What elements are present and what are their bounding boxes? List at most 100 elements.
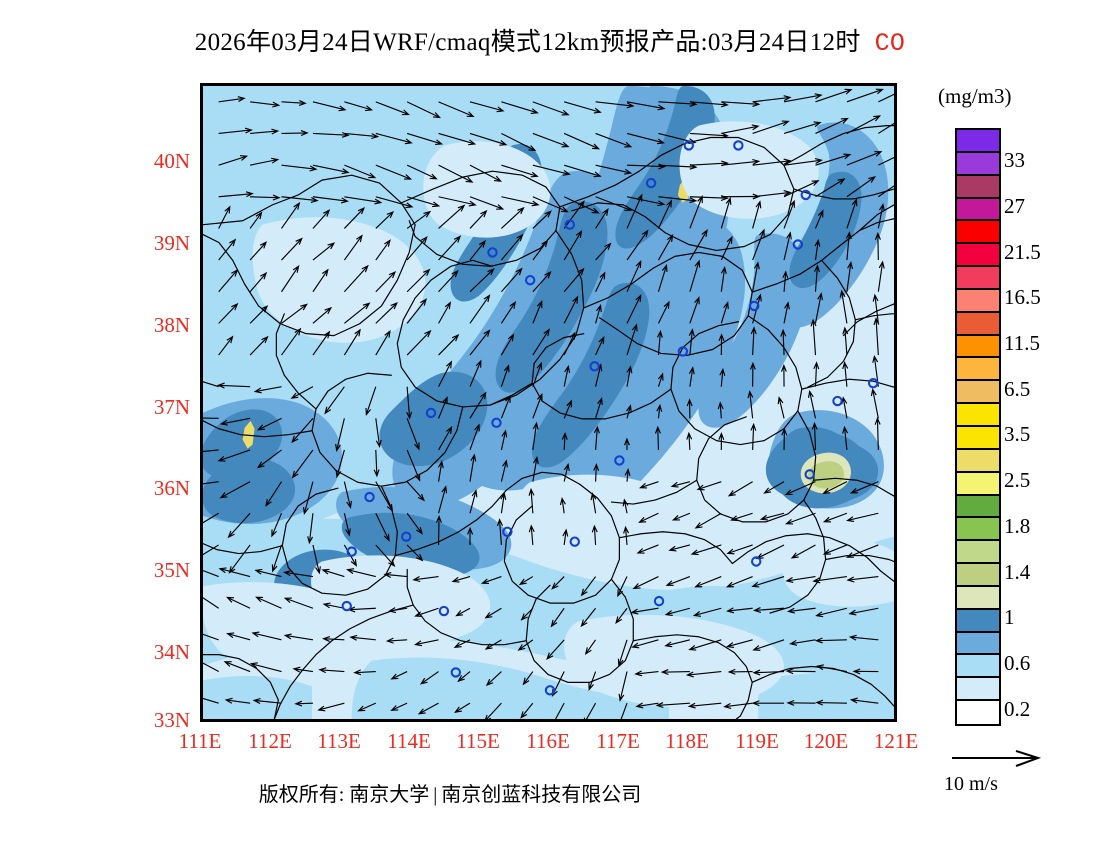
colorbar-band-7 — [957, 289, 999, 313]
copyright-owner: 版权所有: 南京大学 — [258, 784, 430, 806]
wind-vector — [687, 702, 722, 709]
colorbar-label-11.5: 11.5 — [1004, 331, 1040, 356]
wind-vector — [590, 492, 597, 514]
wind-vector — [226, 596, 251, 609]
wind-vector — [406, 101, 442, 119]
wind-vector — [686, 398, 693, 419]
wind-vector — [777, 396, 785, 419]
colorbar-band-12 — [957, 404, 999, 427]
wind-vector — [518, 576, 534, 586]
wind-vector — [281, 164, 318, 172]
ytick-39N: 39N — [153, 231, 190, 255]
wind-vector — [564, 101, 602, 114]
xtick-115E: 115E — [456, 729, 500, 753]
colorbar-band-25 — [957, 701, 999, 724]
wind-vector — [789, 639, 816, 646]
wind-vector — [725, 639, 753, 648]
wind-vector — [438, 269, 459, 293]
wind-vector — [249, 211, 263, 229]
city-marker — [645, 177, 657, 189]
wind-vector — [406, 481, 425, 502]
wind-vector — [484, 639, 502, 650]
wind-vector — [657, 234, 674, 261]
wind-vector — [781, 427, 788, 450]
wind-vector — [485, 671, 502, 687]
colorbar-label-0.2: 0.2 — [1004, 696, 1031, 721]
ytick-33N: 33N — [153, 708, 190, 732]
wind-vector — [387, 607, 408, 614]
wind-vector — [438, 333, 460, 356]
city-marker — [438, 605, 450, 617]
wind-vector — [438, 485, 448, 514]
wind-vector — [281, 237, 303, 261]
ytick-37N: 37N — [153, 395, 190, 419]
wind-vector — [343, 264, 369, 293]
wind-vector — [500, 459, 508, 482]
wind-vector — [783, 158, 823, 166]
wind-vector — [406, 196, 441, 208]
wind-vector — [657, 263, 668, 292]
colorbar-band-3 — [957, 198, 999, 222]
wind-vector — [657, 300, 670, 324]
wind-vector — [783, 199, 795, 229]
wind-vector — [752, 95, 792, 103]
wind-vector — [877, 260, 885, 292]
colorbar-band-6 — [957, 267, 999, 290]
wind-vector — [520, 702, 534, 719]
wind-vector — [783, 231, 792, 261]
wind-vector — [390, 702, 408, 711]
wind-vector — [335, 449, 345, 479]
wind-vector — [218, 567, 251, 578]
wind-vector — [668, 544, 691, 552]
colorbar-unit-label: (mg/m3) — [938, 84, 1012, 108]
wind-vector — [438, 164, 474, 183]
wind-vector — [657, 372, 664, 387]
wind-vector — [546, 639, 565, 661]
colorbar-label-6.5: 6.5 — [1004, 376, 1031, 401]
wind-vector — [406, 164, 438, 180]
wind-vector — [750, 326, 757, 356]
wind-vector — [500, 394, 511, 419]
wind-vector — [469, 359, 482, 387]
xtick-121E: 121E — [873, 729, 919, 753]
wind-vector — [846, 176, 877, 198]
wind-vector — [312, 242, 336, 261]
wind-vector — [877, 202, 885, 229]
wind-vector — [255, 596, 282, 609]
wind-vector — [312, 306, 333, 324]
wind-vector — [846, 575, 879, 583]
wind-vector — [281, 327, 302, 356]
forecast-map[interactable] — [200, 83, 897, 722]
wind-vector — [727, 481, 753, 497]
colorbar-label-1: 1 — [1004, 605, 1015, 630]
wind-vector — [784, 512, 816, 525]
wind-vector — [385, 637, 408, 644]
wind-vector — [501, 164, 539, 178]
wind-vector — [689, 195, 703, 229]
wind-vector — [626, 260, 642, 292]
colorbar[interactable] — [955, 128, 1001, 726]
wind-vector — [624, 437, 630, 450]
wind-vector — [438, 204, 466, 229]
city-marker — [832, 395, 843, 407]
wind-key-label: 10 m/s — [944, 773, 998, 795]
city-marker — [653, 595, 665, 607]
wind-vector — [782, 270, 789, 292]
wind-vector — [307, 513, 314, 545]
wind-vector — [249, 662, 282, 673]
wind-vector — [249, 241, 268, 261]
wind-vector — [591, 524, 598, 545]
city-marker — [487, 247, 498, 258]
wind-vector — [532, 196, 569, 213]
wind-vector — [551, 576, 565, 590]
city-marker — [524, 274, 536, 286]
wind-vector — [810, 318, 817, 356]
title-main-text: 2026年03月24日WRF/cmaq模式12km预报产品:03月24日12时 — [194, 29, 861, 56]
wind-vector — [721, 124, 760, 135]
wind-vector — [657, 199, 672, 229]
wind-vector — [665, 576, 691, 586]
wind-vector — [752, 639, 785, 651]
wind-vector — [249, 305, 269, 324]
city-marker — [792, 239, 804, 250]
wind-vector — [626, 294, 642, 324]
